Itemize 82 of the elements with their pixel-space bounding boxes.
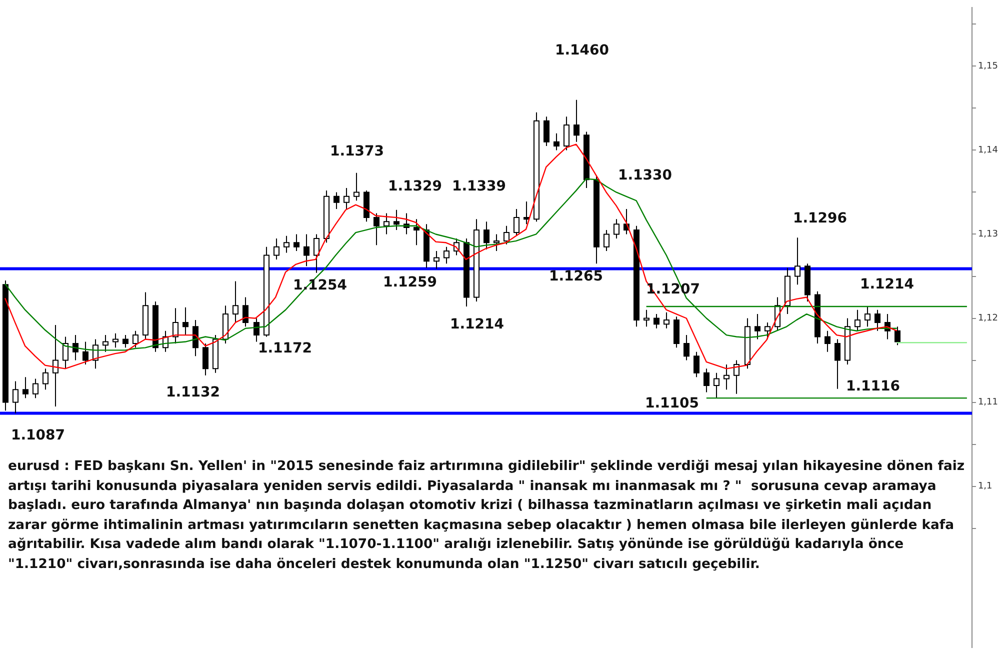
candlestick: [613, 218, 620, 239]
annotation: eurusd : FED başkanı Sn. Yellen' in "2015 senesinde faiz artırımına gidilebilir" şeklinde verdiği mesaj yılan hikayesine dönen faiz artışı tarihi konusunda piyasalara yeniden servis edildi. Piyasalarda " inansak mı inanmasak mı ? " sorusuna cevap aramaya başladı. euro tarafında Almanya' nın başında dolaşan otomotiv krizi ( bilhassa tazminatların açılması ve şirketin mali açıdan zarar görme ihtimalinin artması yatırımcıların senetten kaçmasına sebep olacaktır ) hemen olmasa bile ilerleyen günlerde kafa ağrıtabilir. Kısa vadede alım bandı olarak "1.1070-1.1100" aralığı izlenebilir. Satış yönünde ise görüldüğü kadarıyla önce "1.1210" civarı,sonrasında ise daha önceleri destek konumunda olan "1.1250" civarı satıcılı geçebilir.: [8, 458, 966, 574]
candlestick: [383, 212, 390, 235]
candlestick: [483, 221, 490, 250]
candlestick: [182, 306, 189, 336]
candlestick: [733, 360, 740, 394]
candlestick: [834, 338, 841, 390]
y-tick-label: 1,11: [978, 398, 998, 408]
candlestick: [683, 334, 690, 361]
annotation: 1.1339: [452, 178, 506, 195]
candlestick: [713, 372, 720, 399]
annotation: 1.1460: [554, 42, 610, 59]
annotation: 1.1087: [10, 428, 66, 444]
candlestick: [132, 330, 139, 348]
candlestick: [854, 309, 861, 332]
y-tick-label: 1,14: [978, 146, 998, 156]
candlestick: [202, 342, 209, 376]
annotation: 1.1105: [644, 396, 700, 412]
candlestick: [293, 234, 300, 252]
annotation: 1.1214: [450, 316, 504, 333]
candlestick: [62, 336, 69, 370]
annotation: 1.1172: [258, 340, 312, 357]
candlestick: [303, 234, 310, 267]
candlestick: [443, 246, 450, 264]
candlestick: [22, 376, 29, 399]
candlestick: [874, 309, 881, 332]
annotation: 1.1265: [548, 268, 604, 285]
candlestick: [563, 116, 570, 151]
candlestick: [413, 218, 420, 246]
candlestick: [703, 368, 710, 393]
candlestick: [333, 192, 340, 210]
candlestick: [393, 209, 400, 231]
candlestick: [82, 341, 89, 365]
candlestick: [232, 280, 239, 323]
candlestick: [503, 225, 510, 245]
candlestick: [12, 380, 19, 414]
candlestick: [754, 314, 761, 340]
candlestick: [253, 318, 260, 342]
candlestick: [723, 364, 730, 390]
candlestick: [122, 334, 129, 348]
candlestick: [573, 99, 580, 142]
annotation: 1.1132: [166, 384, 220, 401]
candlestick: [343, 188, 350, 210]
candlestick: [603, 230, 610, 252]
candlestick: [102, 334, 109, 352]
candlestick: [283, 235, 290, 254]
candlestick: [673, 316, 680, 348]
candlestick: [513, 208, 520, 236]
y-tick-label: 1,1: [978, 482, 992, 492]
y-tick-label: 1,15: [978, 62, 998, 72]
candlestick: [653, 314, 660, 329]
candlestick: [242, 296, 249, 328]
candlestick: [693, 351, 700, 378]
candlestick: [543, 116, 550, 147]
y-tick-label: 1,13: [978, 230, 998, 240]
candlestick: [112, 332, 119, 348]
annotation: 1.1373: [330, 144, 384, 160]
candlestick: [643, 309, 650, 328]
y-tick-label: 1,12: [978, 314, 998, 324]
candlestick: [894, 326, 901, 346]
candlestick: [42, 368, 49, 390]
candlestick: [373, 212, 380, 246]
candlestick: [273, 238, 280, 260]
candlestick: [172, 308, 179, 344]
candlestick: [864, 306, 871, 328]
candlestick: [32, 378, 39, 399]
candlestick: [433, 250, 440, 270]
annotation: 1.1259: [382, 274, 438, 291]
candlestick: [313, 234, 320, 274]
annotation: 1.1214: [860, 276, 914, 293]
candlestick: [493, 234, 500, 252]
candlestick: [764, 322, 771, 340]
annotation: 1.1116: [846, 378, 900, 395]
candlestick: [553, 132, 560, 151]
candlestick: [52, 324, 59, 407]
candlestick: [824, 330, 831, 352]
annotation: 1.1296: [792, 210, 848, 227]
annotation: 1.1329: [388, 178, 442, 195]
candlestick: [663, 312, 670, 329]
candlestick: [353, 172, 360, 202]
annotation: 1.1330: [618, 168, 672, 184]
candlestick: [794, 237, 801, 286]
